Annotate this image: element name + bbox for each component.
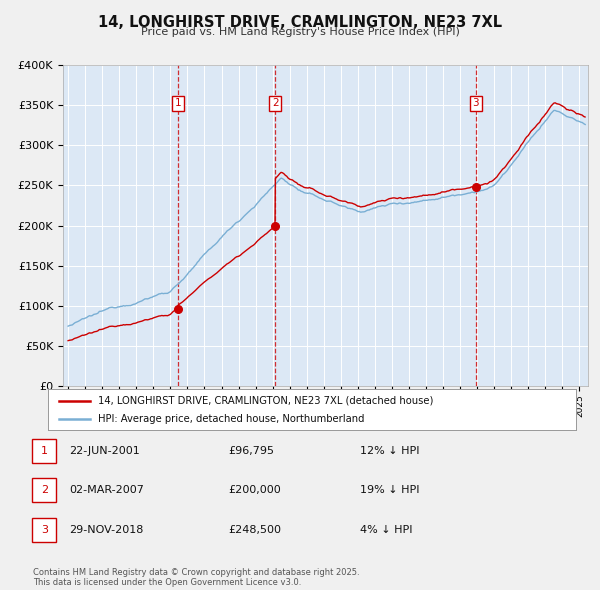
Text: HPI: Average price, detached house, Northumberland: HPI: Average price, detached house, Nort…	[98, 415, 365, 424]
Text: 19% ↓ HPI: 19% ↓ HPI	[360, 486, 419, 495]
Text: 2: 2	[272, 99, 278, 109]
Text: 1: 1	[41, 446, 48, 455]
Text: 1: 1	[175, 99, 182, 109]
Text: 29-NOV-2018: 29-NOV-2018	[69, 525, 143, 535]
Text: 14, LONGHIRST DRIVE, CRAMLINGTON, NE23 7XL (detached house): 14, LONGHIRST DRIVE, CRAMLINGTON, NE23 7…	[98, 396, 434, 406]
Text: 3: 3	[41, 525, 48, 535]
Text: £200,000: £200,000	[228, 486, 281, 495]
Text: 02-MAR-2007: 02-MAR-2007	[69, 486, 144, 495]
Text: 3: 3	[472, 99, 479, 109]
Text: Price paid vs. HM Land Registry's House Price Index (HPI): Price paid vs. HM Land Registry's House …	[140, 27, 460, 37]
Text: 2: 2	[41, 486, 48, 495]
Text: 22-JUN-2001: 22-JUN-2001	[69, 446, 140, 455]
Text: £96,795: £96,795	[228, 446, 274, 455]
Text: 4% ↓ HPI: 4% ↓ HPI	[360, 525, 413, 535]
Text: 14, LONGHIRST DRIVE, CRAMLINGTON, NE23 7XL: 14, LONGHIRST DRIVE, CRAMLINGTON, NE23 7…	[98, 15, 502, 30]
Text: 12% ↓ HPI: 12% ↓ HPI	[360, 446, 419, 455]
Text: Contains HM Land Registry data © Crown copyright and database right 2025.
This d: Contains HM Land Registry data © Crown c…	[33, 568, 359, 587]
Text: £248,500: £248,500	[228, 525, 281, 535]
